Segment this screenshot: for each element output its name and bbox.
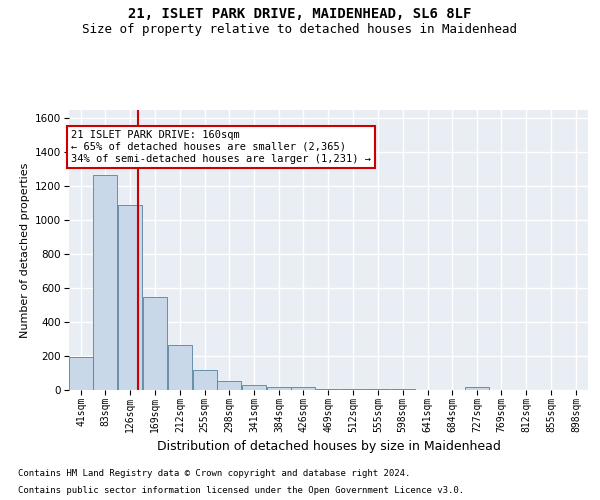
Bar xyxy=(316,389,340,390)
Y-axis label: Number of detached properties: Number of detached properties xyxy=(20,162,29,338)
Text: 21, ISLET PARK DRIVE, MAIDENHEAD, SL6 8LF: 21, ISLET PARK DRIVE, MAIDENHEAD, SL6 8L… xyxy=(128,8,472,22)
Bar xyxy=(291,388,315,390)
Bar xyxy=(391,389,415,390)
Text: Contains HM Land Registry data © Crown copyright and database right 2024.: Contains HM Land Registry data © Crown c… xyxy=(18,468,410,477)
Text: 21 ISLET PARK DRIVE: 160sqm
← 65% of detached houses are smaller (2,365)
34% of : 21 ISLET PARK DRIVE: 160sqm ← 65% of det… xyxy=(71,130,371,164)
Bar xyxy=(217,380,241,390)
X-axis label: Distribution of detached houses by size in Maidenhead: Distribution of detached houses by size … xyxy=(157,440,500,453)
Text: Size of property relative to detached houses in Maidenhead: Size of property relative to detached ho… xyxy=(83,22,517,36)
Bar xyxy=(143,296,167,390)
Bar xyxy=(242,385,266,390)
Bar xyxy=(341,389,365,390)
Bar xyxy=(118,205,142,390)
Bar xyxy=(465,386,489,390)
Bar xyxy=(193,370,217,390)
Bar xyxy=(267,386,291,390)
Bar xyxy=(366,389,390,390)
Bar xyxy=(93,176,117,390)
Bar xyxy=(168,345,192,390)
Bar xyxy=(69,357,93,390)
Text: Contains public sector information licensed under the Open Government Licence v3: Contains public sector information licen… xyxy=(18,486,464,495)
